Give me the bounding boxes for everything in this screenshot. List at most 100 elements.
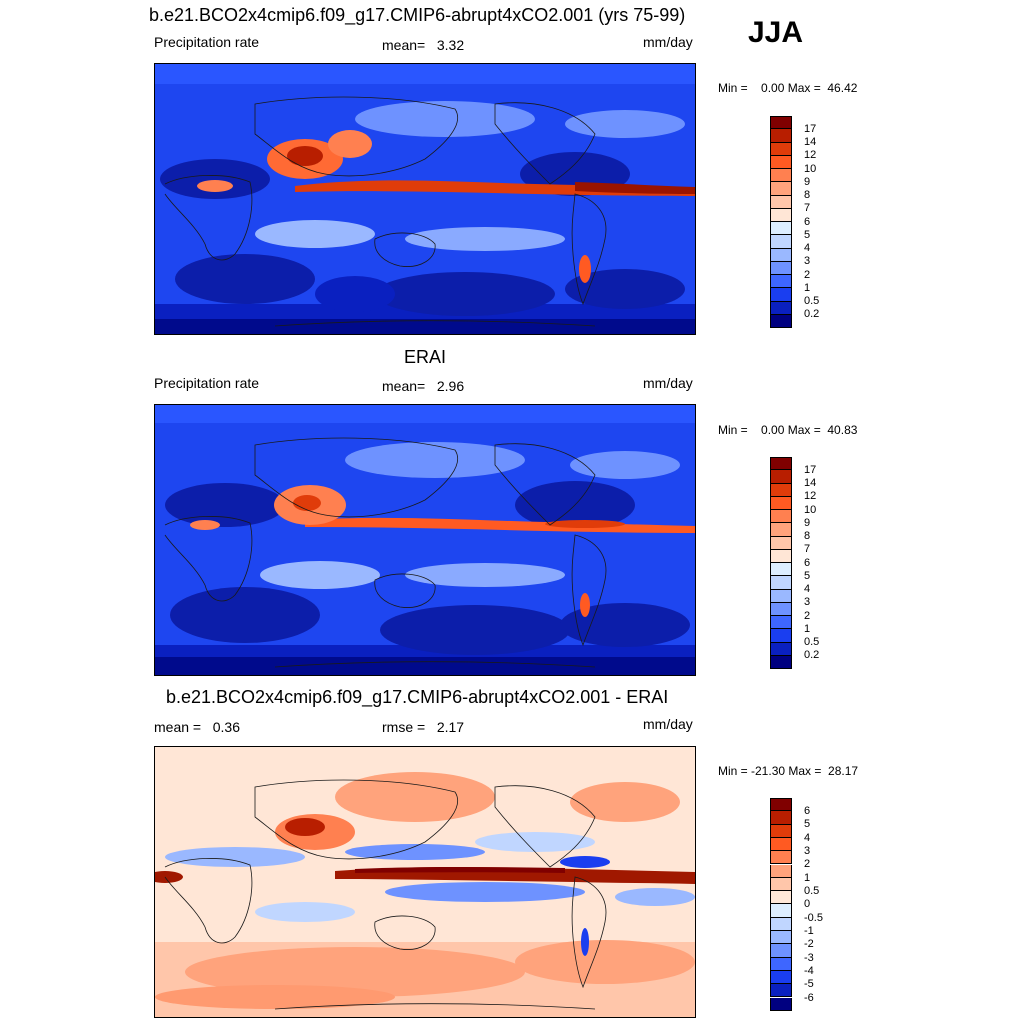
colorbar-2-box xyxy=(770,457,792,471)
colorbar-2-label: 6 xyxy=(804,557,811,569)
colorbar-3-box xyxy=(770,944,792,958)
colorbar-2-box xyxy=(770,616,792,630)
panel-2-map xyxy=(154,404,696,676)
colorbar-1-box xyxy=(770,261,792,275)
colorbar-2-box xyxy=(770,510,792,524)
colorbar-1-label: 8 xyxy=(804,189,811,201)
colorbar-2-box xyxy=(770,496,792,510)
colorbar-3-label: 4 xyxy=(804,832,811,844)
colorbar-2-box xyxy=(770,576,792,590)
colorbar-1-box xyxy=(770,222,792,236)
colorbar-1-label: 14 xyxy=(804,136,817,148)
colorbar-2-box xyxy=(770,629,792,643)
colorbar-2-box xyxy=(770,523,792,537)
colorbar-3-box xyxy=(770,970,792,985)
colorbar-1-box xyxy=(770,208,792,222)
colorbar-1-label: 4 xyxy=(804,242,811,254)
colorbar-3-label: 1 xyxy=(804,872,811,884)
colorbar-2-box xyxy=(770,589,792,603)
colorbar-1-label: 0.5 xyxy=(804,295,820,307)
colorbar-3-label: -4 xyxy=(804,965,814,977)
colorbar-2-box xyxy=(770,602,792,616)
panel-3-colorbar: 6 5 4 3 2 1 0.5 0 -0.5 -1 -2 -3 -4 -5 -6 xyxy=(770,798,823,1011)
colorbar-3-box xyxy=(770,984,792,998)
colorbar-3-label: -3 xyxy=(804,952,814,964)
colorbar-3-label: 0.5 xyxy=(804,885,820,897)
colorbar-3-box xyxy=(770,824,792,838)
colorbar-1-label: 9 xyxy=(804,176,811,188)
colorbar-1-box xyxy=(770,275,792,289)
colorbar-1-box xyxy=(770,169,792,183)
panel-3-map-graphic xyxy=(155,747,695,1017)
colorbar-2-box xyxy=(770,549,792,563)
colorbar-3-label: -1 xyxy=(804,925,814,937)
colorbar-2-label: 9 xyxy=(804,517,811,529)
panel-1-mean-label: mean= 3.32 xyxy=(382,37,465,53)
colorbar-3-box xyxy=(770,864,792,878)
panel-2-title: ERAI xyxy=(404,347,447,367)
panel-1-variable-label: Precipitation rate xyxy=(154,34,260,50)
colorbar-1-label: 2 xyxy=(804,269,811,281)
colorbar-3-box xyxy=(770,904,792,918)
panel-1-minmax-label: Min = 0.00 Max = 46.42 xyxy=(718,81,858,95)
panel-3-map xyxy=(154,746,696,1018)
colorbar-3-box xyxy=(770,837,792,852)
colorbar-1-box xyxy=(770,129,792,143)
panel-1-title: b.e21.BCO2x4cmip6.f09_g17.CMIP6-abrupt4x… xyxy=(149,5,686,25)
panel-3-title: b.e21.BCO2x4cmip6.f09_g17.CMIP6-abrupt4x… xyxy=(166,687,669,707)
colorbar-2-box xyxy=(770,655,792,669)
colorbar-3-label: 6 xyxy=(804,805,811,817)
colorbar-1-label: 7 xyxy=(804,202,811,214)
colorbar-2-label: 3 xyxy=(804,596,811,608)
colorbar-2-label: 12 xyxy=(804,490,817,502)
colorbar-3-box xyxy=(770,957,792,971)
colorbar-1-box xyxy=(770,314,792,328)
panel-2-units-label: mm/day xyxy=(643,375,693,391)
colorbar-3-label: 5 xyxy=(804,818,811,830)
colorbar-1-label: 17 xyxy=(804,123,817,135)
colorbar-3-label: -5 xyxy=(804,978,814,990)
colorbar-2-label: 7 xyxy=(804,543,811,555)
panel-3-rmse-label: rmse = 2.17 xyxy=(382,719,465,735)
colorbar-1-box xyxy=(770,235,792,249)
colorbar-2-label: 5 xyxy=(804,570,811,582)
colorbar-1-label: 1 xyxy=(804,282,811,294)
colorbar-2-label: 17 xyxy=(804,464,817,476)
colorbar-1-label: 12 xyxy=(804,149,817,161)
season-label: JJA xyxy=(748,16,804,49)
colorbar-3-box xyxy=(770,917,792,931)
colorbar-2-box xyxy=(770,563,792,577)
colorbar-1-label: 3 xyxy=(804,255,811,267)
colorbar-1-box xyxy=(770,288,792,302)
colorbar-3-box xyxy=(770,891,792,905)
panel-1-map-graphic xyxy=(155,64,695,334)
colorbar-1-box xyxy=(770,142,792,156)
colorbar-3-box xyxy=(770,811,792,825)
colorbar-3-box xyxy=(770,798,792,812)
colorbar-2-label: 10 xyxy=(804,504,817,516)
colorbar-3-label: -2 xyxy=(804,938,814,950)
colorbar-2-box xyxy=(770,536,792,550)
colorbar-3-box xyxy=(770,997,792,1011)
panel-1-units-label: mm/day xyxy=(643,34,693,50)
colorbar-3-label: -6 xyxy=(804,992,814,1004)
colorbar-2-label: 4 xyxy=(804,583,811,595)
colorbar-2-box xyxy=(770,642,792,656)
colorbar-1-box xyxy=(770,301,792,315)
colorbar-2-label: 8 xyxy=(804,530,811,542)
panel-2-colorbar: 17 14 12 10 9 8 7 6 5 4 3 2 1 0.5 0.2 xyxy=(770,457,819,669)
panel-1-colorbar: 17 14 12 10 9 8 7 6 5 4 3 2 1 0.5 0.2 xyxy=(770,116,819,328)
colorbar-2-label: 2 xyxy=(804,610,811,622)
colorbar-3-label: 0 xyxy=(804,898,811,910)
panel-1-map xyxy=(154,63,696,335)
colorbar-2-label: 1 xyxy=(804,623,811,635)
colorbar-3-box xyxy=(770,931,792,945)
colorbar-2-label: 0.5 xyxy=(804,636,820,648)
colorbar-1-label: 10 xyxy=(804,163,817,175)
colorbar-3-label: 3 xyxy=(804,845,811,857)
colorbar-2-box xyxy=(770,470,792,484)
colorbar-1-label: 6 xyxy=(804,216,811,228)
panel-3-units-label: mm/day xyxy=(643,716,693,732)
colorbar-1-label: 0.2 xyxy=(804,308,820,320)
colorbar-1-box xyxy=(770,155,792,169)
